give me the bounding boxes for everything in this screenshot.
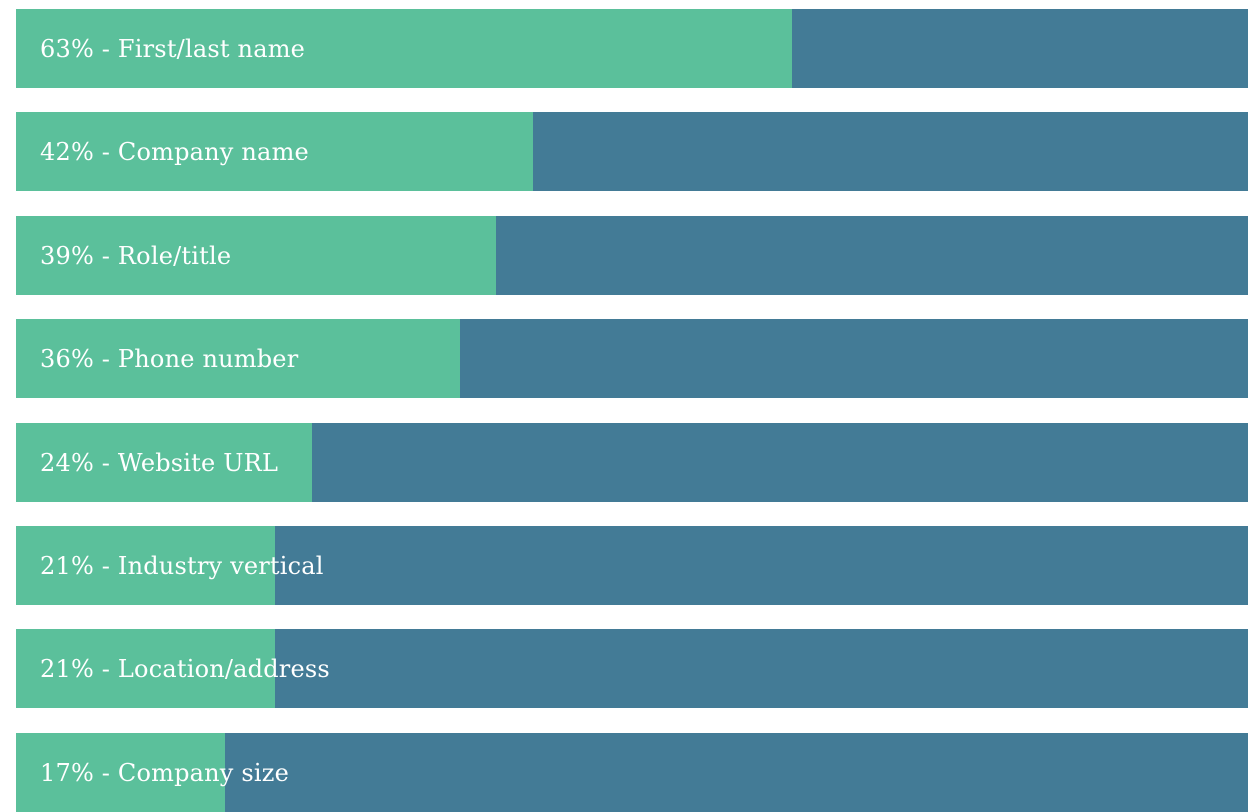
bar-row: 36% - Phone number — [16, 319, 1248, 398]
bar-fill — [16, 733, 226, 812]
bar-row: 21% - Location/address — [16, 629, 1248, 708]
bar-data-label: 17% - Company size — [40, 758, 290, 787]
bar-row: 21% - Industry vertical — [16, 526, 1248, 605]
bar-data-label: 36% - Phone number — [40, 344, 299, 373]
bar-fill — [16, 423, 312, 502]
bar-row: 24% - Website URL — [16, 423, 1248, 502]
bar-data-label: 63% - First/last name — [40, 34, 306, 63]
bar-fill — [16, 526, 275, 605]
bar-fill — [16, 629, 275, 708]
bar-row: 42% - Company name — [16, 112, 1248, 191]
bar-row: 17% - Company size — [16, 733, 1248, 812]
bar-data-label: 21% - Location/address — [40, 654, 330, 683]
bar-fill — [16, 216, 497, 295]
bar-row: 63% - First/last name — [16, 9, 1248, 88]
bar-fill — [16, 319, 460, 398]
bar-data-label: 24% - Website URL — [40, 448, 279, 477]
bar-data-label: 21% - Industry vertical — [40, 551, 324, 580]
bar-data-label: 39% - Role/title — [40, 241, 232, 270]
bar-fill — [16, 112, 534, 191]
bar-row: 39% - Role/title — [16, 216, 1248, 295]
bar-data-label: 42% - Company name — [40, 137, 309, 166]
bar-fill — [16, 9, 793, 88]
